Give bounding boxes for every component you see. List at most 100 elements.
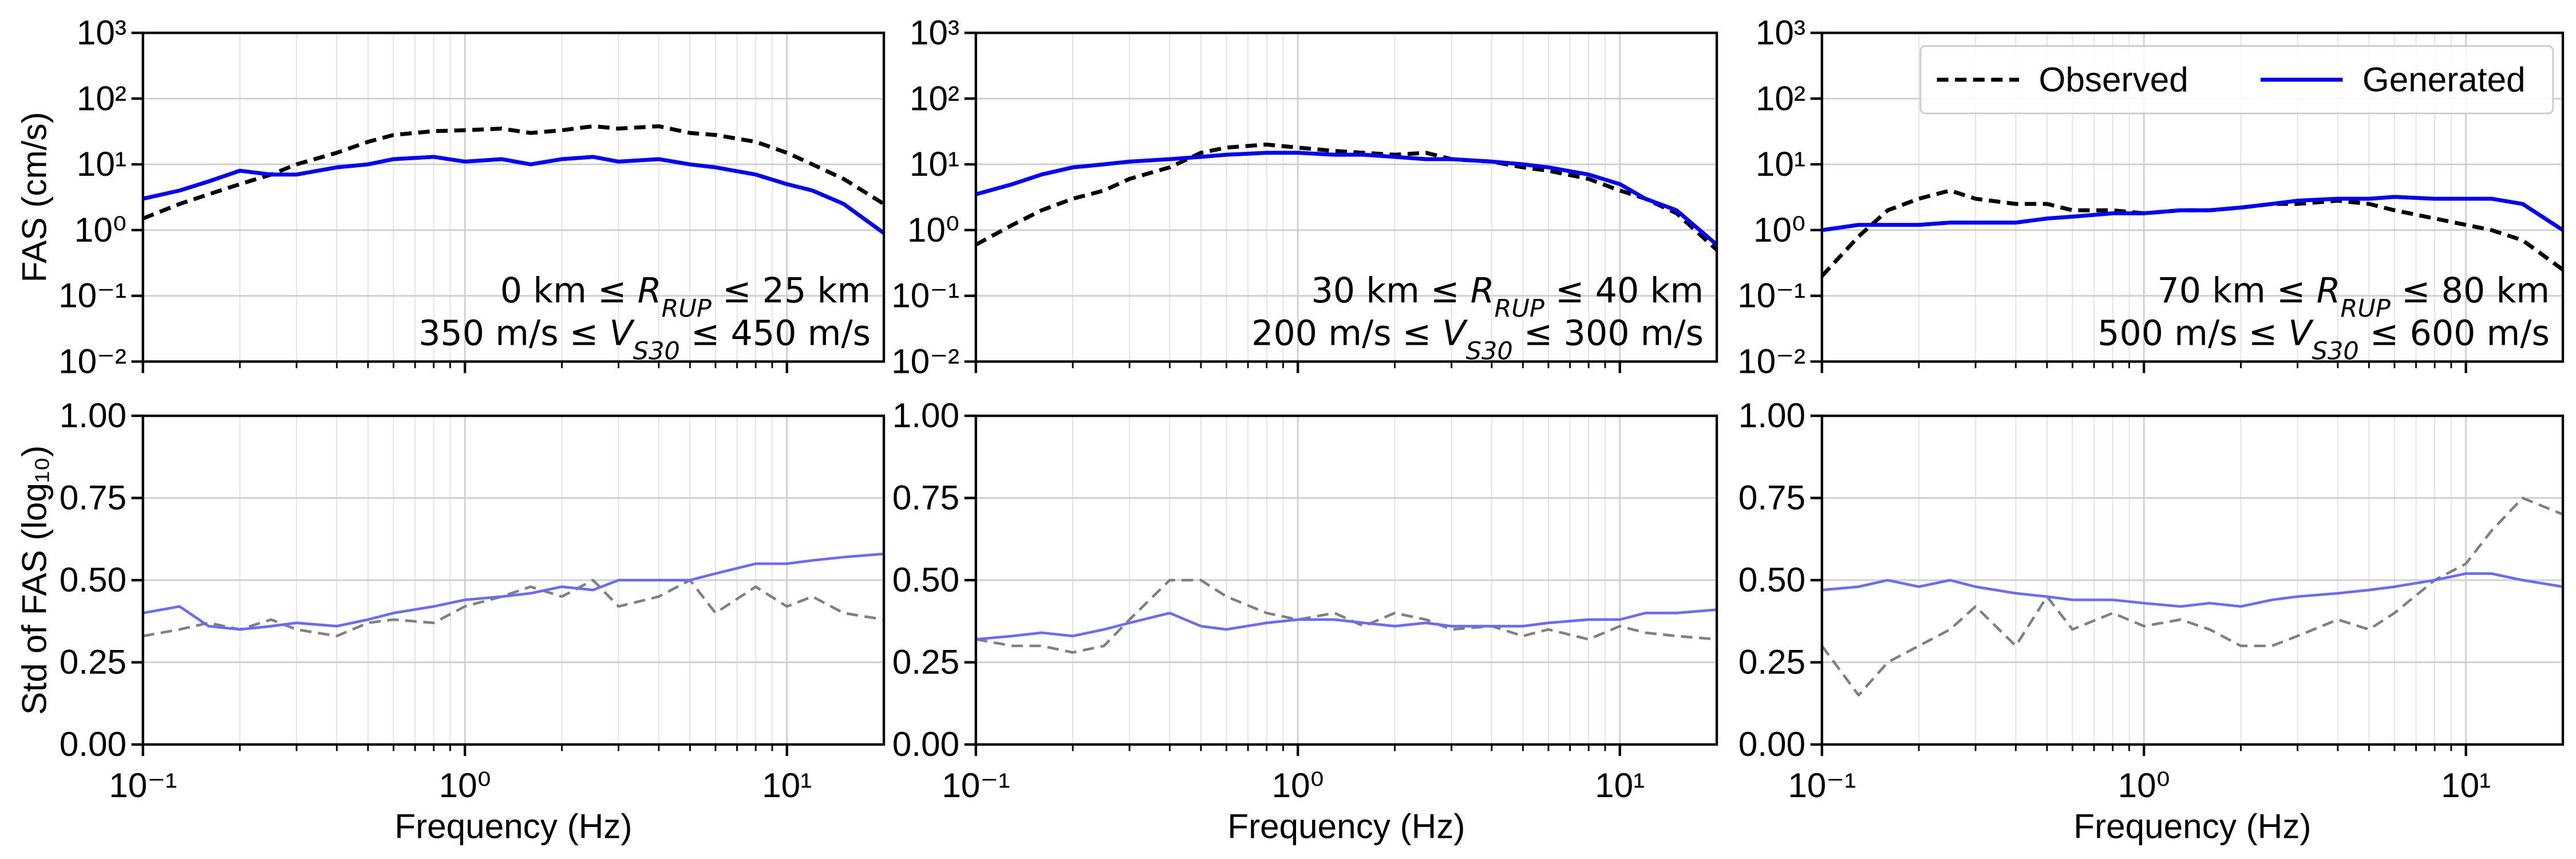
- annotation-part: S30: [2312, 337, 2359, 366]
- lines: [143, 552, 884, 637]
- annotation-part: ≤ 450 m/s: [680, 314, 871, 354]
- y-tick-label: 10⁰: [74, 210, 127, 249]
- y-tick-label: 10¹: [77, 144, 127, 183]
- y-tick-label: 0.50: [1739, 560, 1805, 599]
- annotation-part: 70 km ≤: [2157, 271, 2316, 311]
- series-line: [975, 151, 1717, 246]
- legend-label: Generated: [2362, 60, 2526, 98]
- y-tick-label: 0.25: [1739, 643, 1805, 681]
- y-tick-label: 10¹: [1756, 144, 1805, 183]
- annotation-part: ≤ 25 km: [712, 271, 871, 311]
- annotation-part: S30: [1466, 337, 1513, 366]
- y-tick-label: 10³: [910, 13, 959, 52]
- y-axis-label: Std of FAS (log₁₀): [14, 446, 53, 715]
- annotation-part: 0 km ≤: [500, 271, 638, 311]
- series-line: [143, 124, 884, 220]
- annotation: 30 km ≤ RRUP ≤ 40 km: [1311, 271, 1704, 323]
- series-line: [1822, 572, 2563, 608]
- y-tick-label: 10⁻²: [891, 341, 959, 380]
- annotation-part: RUP: [1495, 294, 1544, 323]
- y-tick-label: 10⁰: [907, 210, 959, 249]
- lines: [1822, 188, 2563, 278]
- annotation: 500 m/s ≤ VS30 ≤ 600 m/s: [2097, 314, 2550, 366]
- y-tick-label: 10²: [77, 78, 127, 117]
- annotation: 350 m/s ≤ VS30 ≤ 450 m/s: [418, 314, 871, 366]
- y-tick-label: 10¹: [910, 144, 959, 183]
- plot-frame: [141, 414, 886, 746]
- x-tick-label: 10⁰: [2118, 766, 2170, 805]
- panel: 10⁻¹ 10⁰ 10¹ 0.00 0.25 0.50 0.75 1.00 Frequency …: [892, 396, 1718, 846]
- annotation-part: 200 m/s ≤: [1251, 314, 1442, 354]
- x-tick-label: 10¹: [762, 766, 812, 805]
- y-tick-label: 10³: [77, 13, 127, 52]
- plot-frame: [1820, 414, 2565, 746]
- annotation-part: RUP: [2341, 294, 2391, 323]
- annotation-part: ≤ 40 km: [1544, 271, 1704, 311]
- x-tick-label: 10⁻¹: [1788, 766, 1856, 805]
- x-tick-label: 10¹: [2441, 766, 2491, 805]
- y-tick-label: 10³: [1756, 13, 1805, 52]
- lines: [1822, 497, 2563, 697]
- series-line: [143, 578, 884, 637]
- annotation-part: V: [1442, 314, 1468, 354]
- annotation-part: 30 km ≤: [1311, 271, 1470, 311]
- y-tick-label: 10²: [1756, 78, 1805, 117]
- legend-box: [1919, 45, 2554, 115]
- annotation-part: V: [609, 314, 635, 354]
- y-tick-label: 10⁻²: [58, 341, 127, 380]
- series-line: [1822, 497, 2563, 697]
- y-tick-label: 10⁰: [1753, 210, 1805, 249]
- x-tick-label: 10⁰: [439, 766, 491, 805]
- y-tick-label: 0.75: [1739, 478, 1805, 517]
- annotation-part: 350 m/s ≤: [418, 314, 609, 354]
- panel: 10⁻² 10⁻¹ 10⁰ 10¹ 10² 10³ 30 km ≤ RRUP ≤ 40 km…: [891, 13, 1718, 380]
- series-line: [143, 552, 884, 631]
- lines: [975, 142, 1717, 251]
- x-tick-label: 10¹: [1595, 766, 1645, 805]
- y-tick-label: 10⁻²: [1737, 341, 1805, 380]
- annotation-part: S30: [633, 337, 680, 366]
- series-line: [975, 608, 1717, 641]
- annotation-part: R: [2317, 271, 2341, 311]
- y-tick-label: 0.25: [60, 643, 127, 681]
- y-tick-label: 10⁻¹: [891, 276, 959, 315]
- x-tick-label: 10⁻¹: [109, 766, 177, 805]
- y-tick-label: 0.00: [892, 724, 959, 763]
- legend-label: Observed: [2039, 60, 2188, 98]
- x-axis-label: Frequency (Hz): [1227, 807, 1465, 846]
- x-tick-label: 10⁻¹: [942, 766, 1010, 805]
- lines: [143, 124, 884, 235]
- y-tick-label: 10⁻¹: [58, 276, 127, 315]
- y-tick-label: 0.00: [1739, 724, 1805, 763]
- y-tick-label: 1.00: [1739, 396, 1805, 435]
- series-line: [143, 155, 884, 235]
- annotation: 0 km ≤ RRUP ≤ 25 km: [500, 271, 871, 323]
- lines: [975, 578, 1717, 654]
- annotation: 70 km ≤ RRUP ≤ 80 km: [2157, 271, 2550, 323]
- x-axis-label: Frequency (Hz): [2073, 807, 2311, 846]
- y-tick-label: 0.25: [892, 643, 959, 681]
- annotation: 200 m/s ≤ VS30 ≤ 300 m/s: [1251, 314, 1704, 366]
- annotation-part: R: [638, 271, 662, 311]
- annotation-part: ≤ 600 m/s: [2359, 314, 2550, 354]
- annotation-part: ≤ 80 km: [2391, 271, 2550, 311]
- y-tick-label: 0.75: [60, 478, 127, 517]
- y-tick-label: 0.00: [60, 724, 127, 763]
- annotation-part: ≤ 300 m/s: [1513, 314, 1704, 354]
- plot-frame: [1820, 31, 2565, 363]
- y-tick-label: 0.75: [892, 478, 959, 517]
- panel: 10⁻¹ 10⁰ 10¹ 0.00 0.25 0.50 0.75 1.00 Frequency …: [1739, 396, 2565, 846]
- plot-frame: [974, 31, 1718, 363]
- y-tick-label: 1.00: [60, 396, 127, 435]
- y-tick-label: 10⁻¹: [1737, 276, 1805, 315]
- annotation-part: V: [2288, 314, 2314, 354]
- series-line: [1822, 195, 2563, 233]
- y-tick-label: 10²: [910, 78, 959, 117]
- legend: Observed Generated: [1919, 45, 2554, 115]
- panel: 10⁻² 10⁻¹ 10⁰ 10¹ 10² 10³ 70 km ≤ RRUP ≤ 80 km…: [1737, 13, 2565, 380]
- x-axis-label: Frequency (Hz): [394, 807, 632, 846]
- series-line: [975, 142, 1717, 251]
- annotation-part: 500 m/s ≤: [2097, 314, 2288, 354]
- y-tick-label: 0.50: [892, 560, 959, 599]
